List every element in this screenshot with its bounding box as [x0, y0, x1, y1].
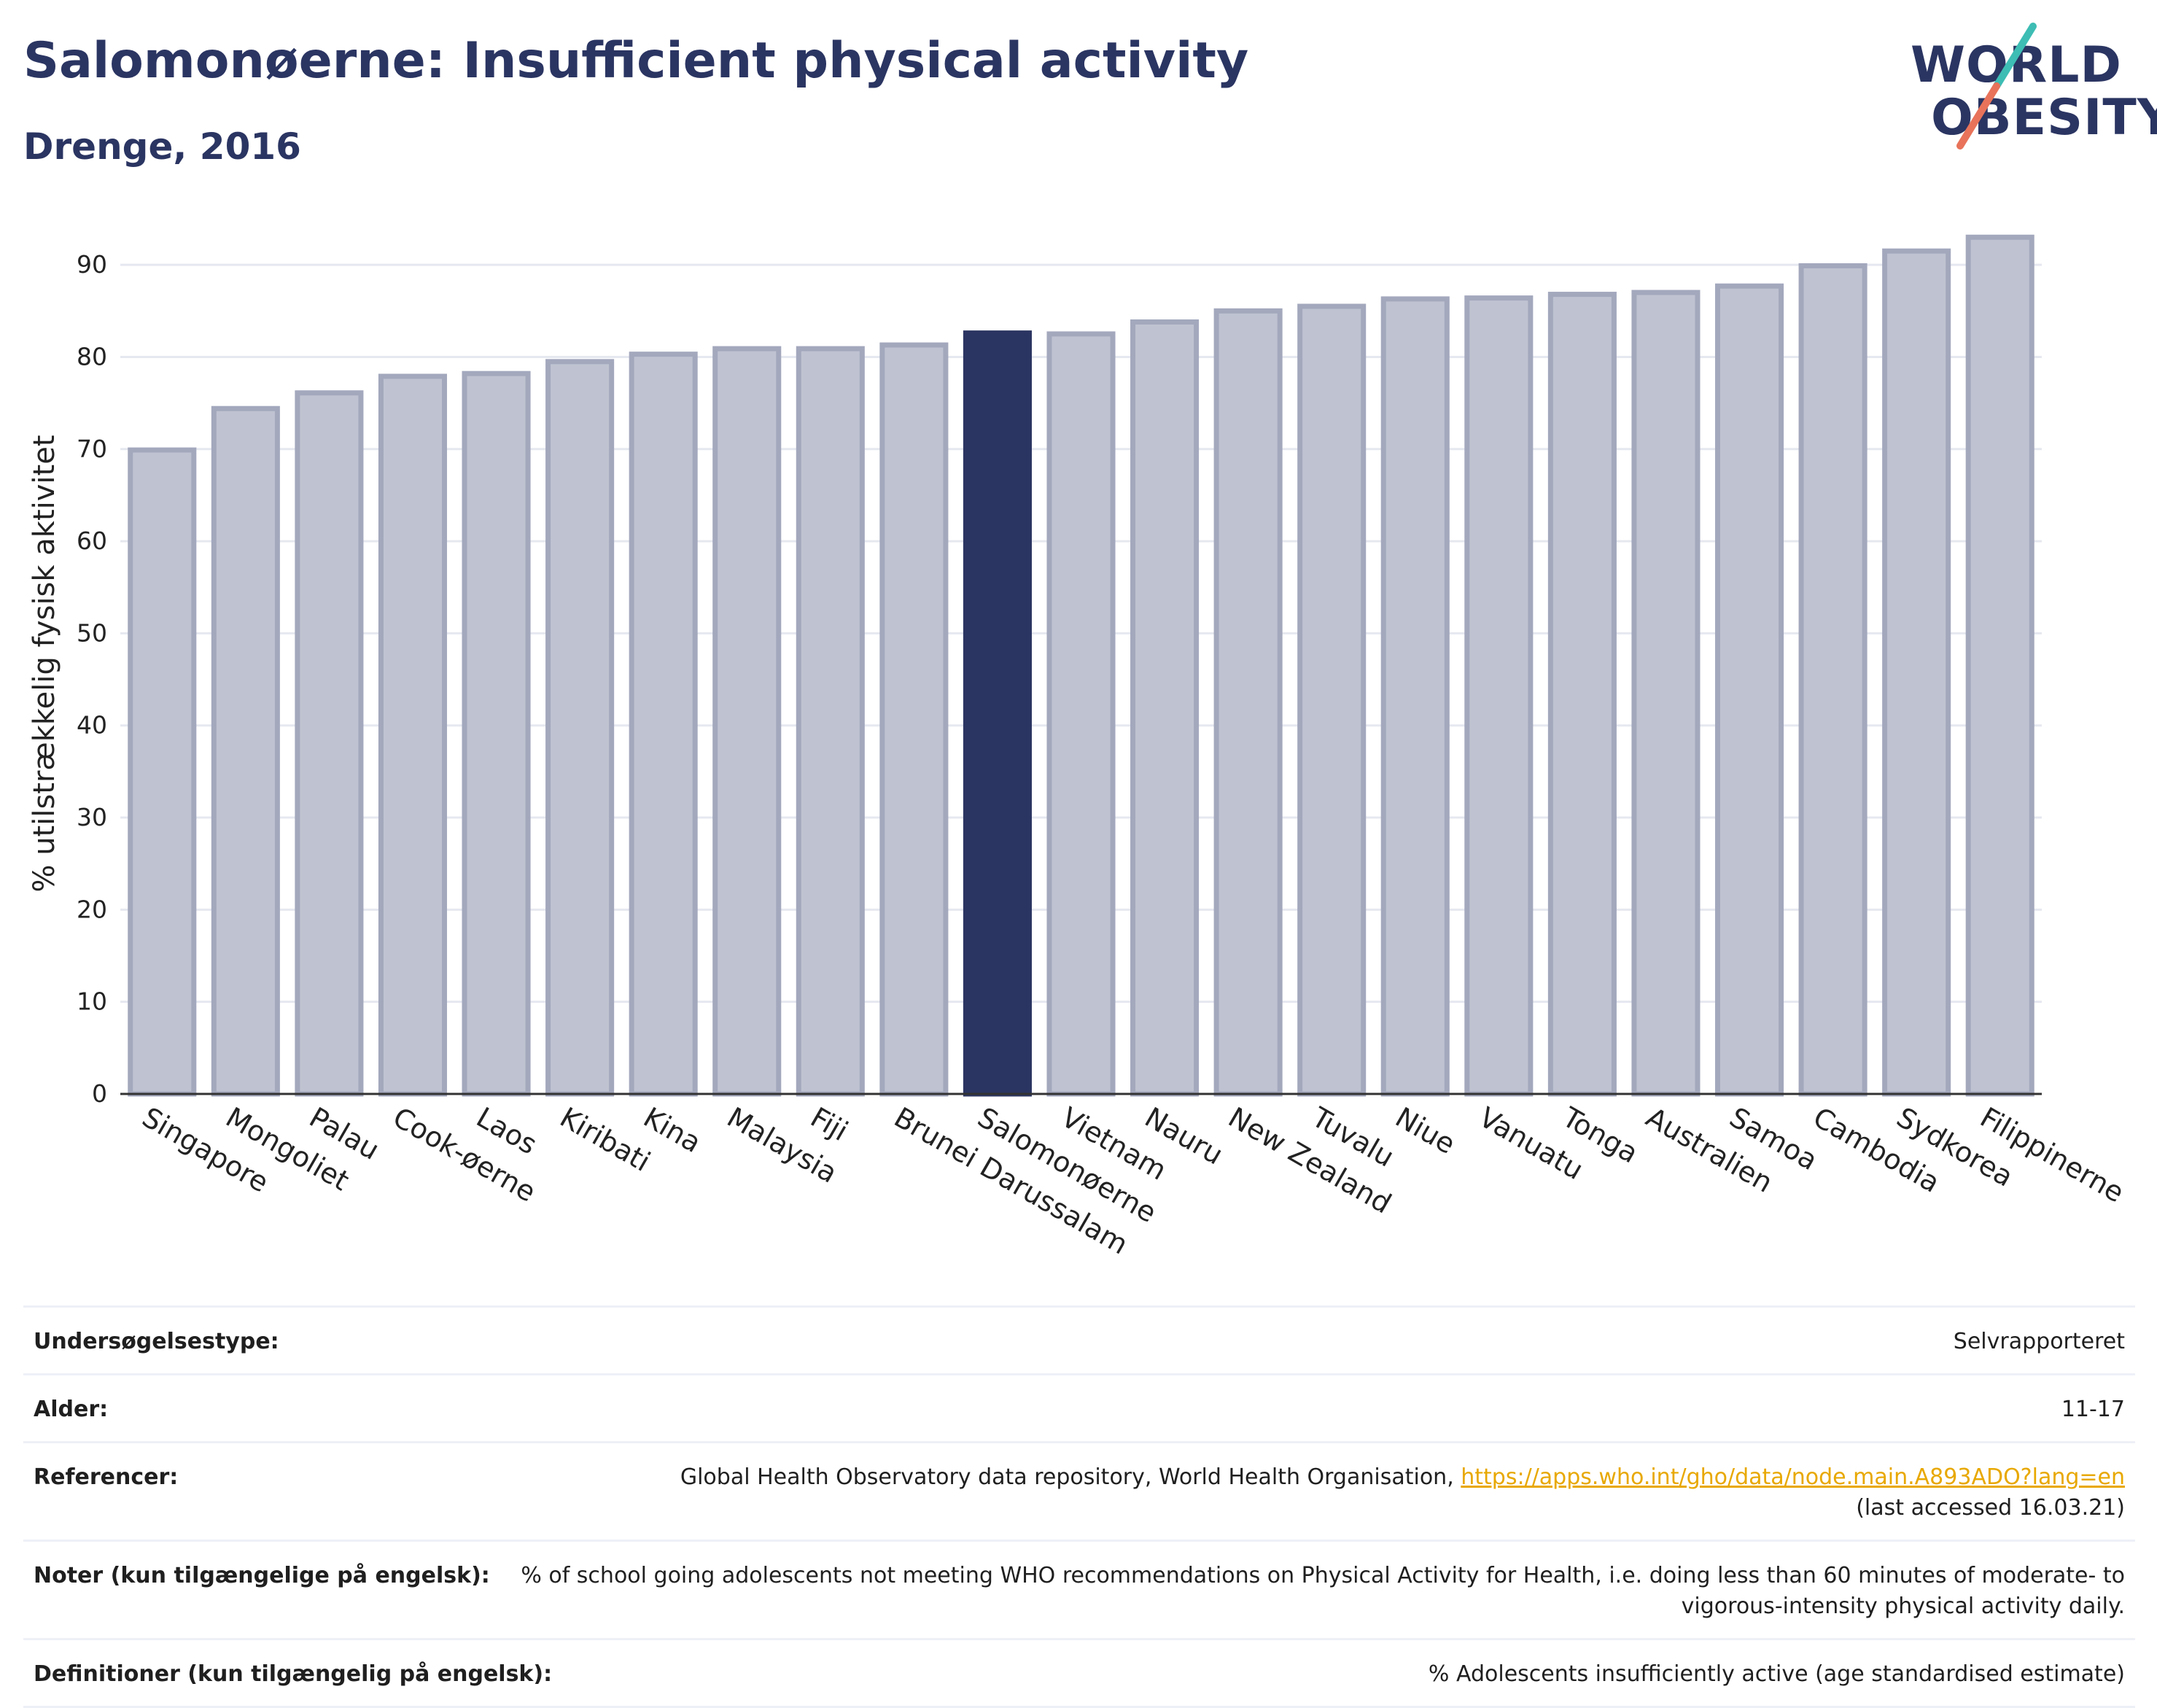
bar-samoa — [1714, 283, 1784, 1097]
chart-bars — [128, 234, 2034, 1097]
y-tick-label: 30 — [77, 803, 107, 831]
bar-vietnam — [1046, 331, 1116, 1097]
meta-row-survey-type: Undersøgelsestype: Selvrapporteret — [23, 1308, 2135, 1375]
bar-salomonøerne — [963, 330, 1032, 1097]
bar-fiji — [796, 346, 865, 1097]
bar-laos — [462, 370, 531, 1097]
meta-label: Referencer: — [34, 1464, 179, 1490]
meta-value: Global Health Observatory data repositor… — [680, 1462, 2125, 1523]
meta-value: 11-17 — [2061, 1397, 2125, 1422]
bar-mongoliet — [211, 405, 280, 1097]
bar-cook-øerne — [378, 373, 448, 1097]
meta-value: % Adolescents insufficiently active (age… — [1428, 1661, 2125, 1687]
bar-sydkorea — [1882, 248, 1951, 1097]
y-tick-label: 70 — [77, 435, 107, 463]
y-tick-label: 90 — [77, 250, 107, 279]
y-tick-label: 80 — [77, 342, 107, 370]
bar-kina — [629, 352, 698, 1097]
bar-palau — [295, 390, 364, 1097]
page-title: Salomonøerne: Insufficient physical acti… — [23, 32, 1249, 90]
y-axis-label: % utilstrækkelig fysisk aktivitet — [28, 435, 61, 892]
meta-label: Noter (kun tilgængelige på engelsk): — [34, 1563, 490, 1588]
y-tick-label: 60 — [77, 527, 107, 555]
y-tick-label: 20 — [77, 895, 107, 923]
bar-australien — [1631, 290, 1701, 1097]
bar-vanuatu — [1464, 295, 1534, 1097]
bar-brunei-darussalam — [879, 342, 949, 1097]
meta-label: Alder: — [34, 1397, 109, 1422]
bar-tonga — [1547, 292, 1617, 1097]
x-tick-label: Fiji — [805, 1101, 853, 1147]
meta-value: % of school going adolescents not meetin… — [521, 1563, 2125, 1619]
bar-filippinerne — [1965, 234, 2034, 1097]
reference-link[interactable]: https://apps.who.int/gho/data/node.main.… — [1461, 1464, 2125, 1490]
bar-cambodia — [1798, 263, 1868, 1097]
y-tick-label: 10 — [77, 987, 107, 1016]
page-subtitle: Drenge, 2016 — [23, 125, 301, 168]
x-tick-label: Niue — [1390, 1101, 1461, 1160]
bar-kiribati — [545, 359, 615, 1097]
meta-row-notes: Noter (kun tilgængelige på engelsk): % o… — [23, 1542, 2135, 1640]
meta-label: Definitioner (kun tilgængelig på engelsk… — [34, 1661, 553, 1687]
meta-row-references: Referencer: Global Health Observatory da… — [23, 1443, 2135, 1542]
logo-slash-icon — [1956, 23, 2037, 150]
bar-chart: 0102030405060708090SingaporeMongolietPal… — [28, 234, 2129, 1261]
meta-value: Selvrapporteret — [1953, 1329, 2125, 1354]
bar-new-zealand — [1213, 308, 1283, 1097]
meta-row-age: Alder: 11-17 — [23, 1375, 2135, 1443]
bar-nauru — [1130, 319, 1200, 1097]
meta-label: Undersøgelsestype: — [34, 1329, 279, 1354]
reference-text: Global Health Observatory data repositor… — [680, 1464, 1461, 1490]
bar-niue — [1380, 296, 1450, 1097]
y-tick-label: 0 — [92, 1079, 107, 1108]
y-tick-label: 50 — [77, 618, 107, 647]
bar-tuvalu — [1297, 303, 1367, 1097]
bar-malaysia — [712, 346, 782, 1097]
meta-row-definitions: Definitioner (kun tilgængelig på engelsk… — [23, 1640, 2135, 1708]
reference-accessed: (last accessed 16.03.21) — [1856, 1495, 2125, 1521]
y-tick-label: 40 — [77, 711, 107, 740]
world-obesity-logo: WORLD OBESITY — [1903, 20, 2157, 155]
bar-singapore — [128, 447, 197, 1097]
metadata-table: Undersøgelsestype: Selvrapporteret Alder… — [23, 1305, 2135, 1708]
x-tick-label: Kiribati — [555, 1101, 656, 1178]
